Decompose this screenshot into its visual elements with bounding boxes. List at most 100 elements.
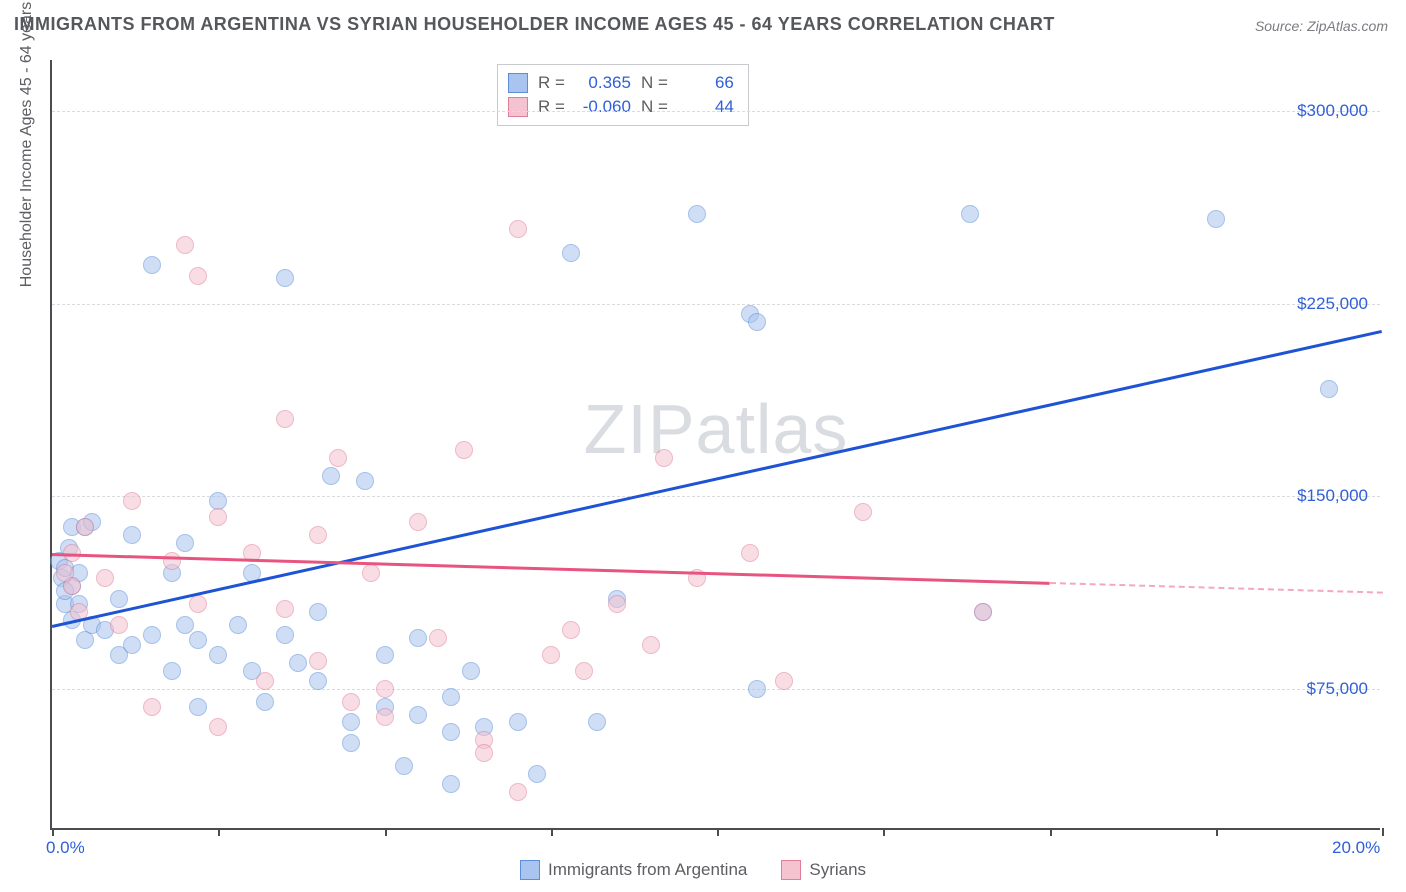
y-tick-label: $150,000 [1297,486,1368,506]
data-point [688,205,706,223]
data-point [309,526,327,544]
data-point [176,616,194,634]
data-point [409,629,427,647]
trend-line [52,330,1383,628]
data-point [748,313,766,331]
bottom-legend: Immigrants from Argentina Syrians [520,860,866,880]
data-point [176,534,194,552]
watermark-thin: atlas [696,390,849,468]
data-point [276,269,294,287]
r-value-1: 0.365 [575,71,631,95]
data-point [163,662,181,680]
data-point [741,544,759,562]
stats-row-2: R = -0.060 N = 44 [508,95,734,119]
data-point [276,410,294,428]
data-point [189,267,207,285]
data-point [376,646,394,664]
stats-row-1: R = 0.365 N = 66 [508,71,734,95]
gridline [52,111,1380,112]
data-point [256,672,274,690]
data-point [854,503,872,521]
data-point [562,244,580,262]
data-point [528,765,546,783]
legend-label-2: Syrians [809,860,866,880]
data-point [56,564,74,582]
data-point [76,518,94,536]
n-label: N = [641,95,668,119]
data-point [342,734,360,752]
swatch-series-1 [508,73,528,93]
x-tick-label: 20.0% [1332,838,1380,858]
trend-line [1049,582,1382,594]
x-tick-mark [883,828,885,836]
data-point [143,698,161,716]
data-point [655,449,673,467]
data-point [509,783,527,801]
data-point [442,723,460,741]
data-point [143,626,161,644]
n-value-1: 66 [678,71,734,95]
data-point [608,595,626,613]
x-tick-mark [1216,828,1218,836]
y-tick-label: $75,000 [1307,679,1368,699]
data-point [588,713,606,731]
data-point [409,706,427,724]
data-point [475,744,493,762]
x-tick-mark [1050,828,1052,836]
data-point [542,646,560,664]
data-point [176,236,194,254]
gridline [52,496,1380,497]
data-point [429,629,447,647]
r-label: R = [538,95,565,119]
data-point [329,449,347,467]
data-point [123,636,141,654]
data-point [209,718,227,736]
data-point [256,693,274,711]
data-point [974,603,992,621]
x-tick-mark [551,828,553,836]
y-tick-label: $225,000 [1297,294,1368,314]
legend-swatch-1 [520,860,540,880]
data-point [309,652,327,670]
data-point [376,708,394,726]
plot-area: ZIPatlas R = 0.365 N = 66 R = -0.060 N =… [50,60,1380,830]
chart-container: IMMIGRANTS FROM ARGENTINA VS SYRIAN HOUS… [0,0,1406,892]
data-point [775,672,793,690]
swatch-series-2 [508,97,528,117]
x-tick-label: 0.0% [46,838,85,858]
data-point [562,621,580,639]
data-point [395,757,413,775]
source-label: Source: ZipAtlas.com [1255,18,1388,34]
data-point [342,713,360,731]
x-tick-mark [52,828,54,836]
y-axis-label: Householder Income Ages 45 - 64 years [18,2,36,288]
trend-line [52,553,1050,584]
data-point [309,672,327,690]
legend-item-1: Immigrants from Argentina [520,860,747,880]
data-point [276,600,294,618]
data-point [143,256,161,274]
data-point [442,775,460,793]
watermark-bold: ZIP [584,390,696,468]
r-value-2: -0.060 [575,95,631,119]
data-point [209,508,227,526]
x-tick-mark [218,828,220,836]
n-label: N = [641,71,668,95]
data-point [110,616,128,634]
n-value-2: 44 [678,95,734,119]
data-point [462,662,480,680]
legend-item-2: Syrians [781,860,866,880]
data-point [276,626,294,644]
data-point [575,662,593,680]
data-point [189,595,207,613]
stats-legend-box: R = 0.365 N = 66 R = -0.060 N = 44 [497,64,749,126]
data-point [409,513,427,531]
data-point [76,631,94,649]
data-point [1207,210,1225,228]
data-point [455,441,473,459]
data-point [1320,380,1338,398]
gridline [52,304,1380,305]
data-point [442,688,460,706]
y-tick-label: $300,000 [1297,101,1368,121]
data-point [189,698,207,716]
